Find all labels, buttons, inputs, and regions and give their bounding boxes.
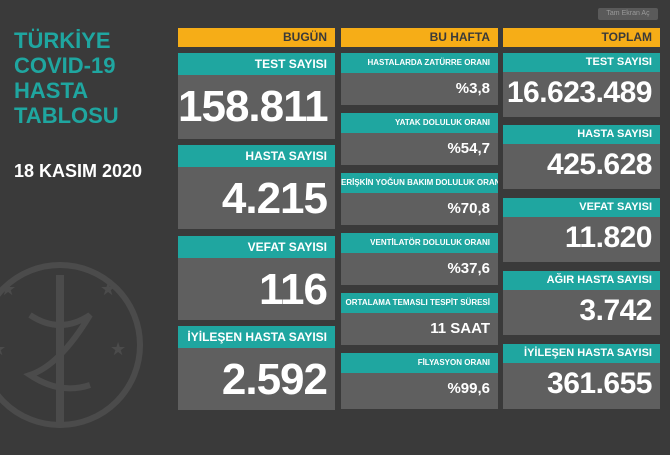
total-severe-card: AĞIR HASTA SAYISI 3.742: [503, 271, 660, 335]
svg-text:★: ★: [110, 339, 126, 360]
card-value: %99,6: [447, 380, 490, 397]
title-line: TABLOSU: [14, 103, 119, 128]
page-title: TÜRKİYE COVID-19 HASTA TABLOSU: [14, 28, 119, 128]
card-value: 16.623.489: [506, 76, 653, 109]
svg-text:★: ★: [100, 279, 116, 300]
card-label: FİLYASYON ORANI: [341, 353, 498, 373]
ministry-emblem-icon: ★ ★ ★ ★: [0, 262, 143, 428]
card-value: 158.811: [178, 82, 329, 131]
card-value: 2.592: [221, 355, 328, 404]
total-recovered-card: İYİLEŞEN HASTA SAYISI 361.655: [503, 344, 660, 409]
card-label: VENTİLATÖR DOLULUK ORANI: [341, 233, 498, 253]
card-label: VEFAT SAYISI: [178, 236, 335, 258]
column-header-today: BUGÜN: [178, 28, 335, 47]
card-label: HASTA SAYISI: [178, 145, 335, 167]
today-recovered-card: İYİLEŞEN HASTA SAYISI 2.592: [178, 326, 335, 410]
svg-text:★: ★: [0, 339, 6, 360]
card-value: 361.655: [547, 367, 652, 400]
column-header-total: TOPLAM: [503, 28, 660, 47]
card-value: %37,6: [447, 260, 490, 277]
week-filiation-card: FİLYASYON ORANI %99,6: [341, 353, 498, 409]
card-value: 11.820: [564, 221, 653, 254]
report-date: 18 KASIM 2020: [14, 161, 143, 181]
card-value: 116: [259, 265, 328, 314]
total-deaths-card: VEFAT SAYISI 11.820: [503, 198, 660, 262]
today-patients-card: HASTA SAYISI 4.215: [178, 145, 335, 229]
total-patients-card: HASTA SAYISI 425.628: [503, 125, 660, 189]
fullscreen-button[interactable]: Tam Ekran Aç: [598, 8, 658, 20]
card-label: HASTALARDA ZATÜRRE ORANI: [341, 53, 498, 73]
card-label: İYİLEŞEN HASTA SAYISI: [503, 344, 660, 363]
svg-text:★: ★: [0, 279, 16, 300]
card-value: %54,7: [447, 140, 490, 157]
card-value: 11 SAAT: [430, 320, 490, 337]
week-pneumonia-card: HASTALARDA ZATÜRRE ORANI %3,8: [341, 53, 498, 105]
card-label: TEST SAYISI: [503, 53, 660, 72]
week-bed-occupancy-card: YATAK DOLULUK ORANI %54,7: [341, 113, 498, 165]
title-line: HASTA: [14, 78, 89, 103]
today-deaths-card: VEFAT SAYISI 116: [178, 236, 335, 320]
total-test-card: TEST SAYISI 16.623.489: [503, 53, 660, 117]
card-label: İYİLEŞEN HASTA SAYISI: [178, 326, 335, 348]
card-value: 3.742: [579, 294, 652, 327]
card-label: ORTALAMA TEMASLI TESPİT SÜRESİ: [341, 293, 498, 313]
card-value: %3,8: [455, 80, 490, 97]
card-label: TEST SAYISI: [178, 53, 335, 75]
title-line: COVID-19: [14, 53, 116, 78]
card-label: YATAK DOLULUK ORANI: [341, 113, 498, 133]
week-icu-occupancy-card: ERİŞKİN YOĞUN BAKIM DOLULUK ORANI %70,8: [341, 173, 498, 225]
card-label: AĞIR HASTA SAYISI: [503, 271, 660, 290]
title-line: TÜRKİYE: [14, 28, 111, 53]
card-label: VEFAT SAYISI: [503, 198, 660, 217]
card-value: 425.628: [547, 148, 652, 181]
card-value: %70,8: [447, 200, 490, 217]
today-test-card: TEST SAYISI 158.811: [178, 53, 335, 139]
column-header-week: BU HAFTA: [341, 28, 498, 47]
card-value: 4.215: [221, 174, 328, 223]
card-label: HASTA SAYISI: [503, 125, 660, 144]
week-contact-time-card: ORTALAMA TEMASLI TESPİT SÜRESİ 11 SAAT: [341, 293, 498, 345]
card-label: ERİŞKİN YOĞUN BAKIM DOLULUK ORANI: [341, 173, 498, 193]
week-ventilator-card: VENTİLATÖR DOLULUK ORANI %37,6: [341, 233, 498, 285]
